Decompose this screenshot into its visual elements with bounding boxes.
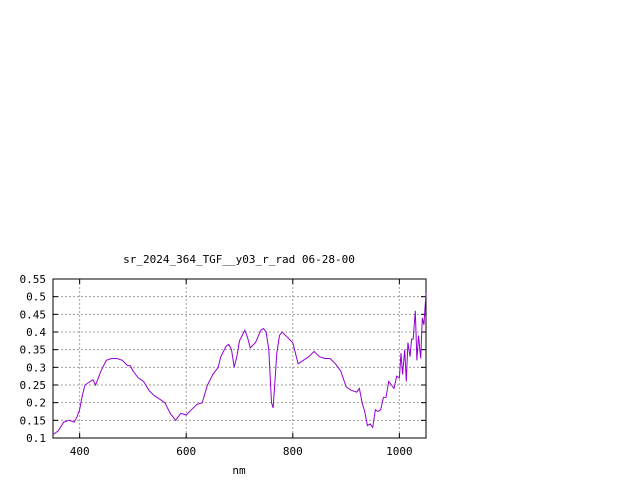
x-axis-label: nm [232,464,246,477]
plot-frame [52,278,427,439]
x-tick-label: 800 [283,445,303,458]
y-tick-label: 0.5 [26,291,46,304]
y-tick-label: 0.1 [26,432,46,445]
y-tick-label: 0.25 [20,379,47,392]
y-tick-label: 0.15 [20,414,47,427]
x-tick-label: 1000 [386,445,413,458]
x-tick-label: 400 [70,445,90,458]
y-tick-label: 0.3 [26,361,46,374]
x-axis: 400 600 800 1000 [70,279,413,458]
chart-title: sr_2024_364_TGF__y03_r_rad 06-28-00 [123,253,355,266]
y-tick-label: 0.45 [20,308,47,321]
y-tick-label: 0.2 [26,397,46,410]
y-tick-label: 0.35 [20,344,47,357]
y-axis: 0.1 0.15 0.2 0.25 0.3 0.35 0.4 0.45 0.5 0.55 [20,273,426,445]
y-tick-label: 0.4 [26,326,46,339]
grid [53,279,426,438]
series-line [52,293,427,435]
y-tick-label: 0.55 [20,273,47,286]
x-tick-label: 600 [176,445,196,458]
